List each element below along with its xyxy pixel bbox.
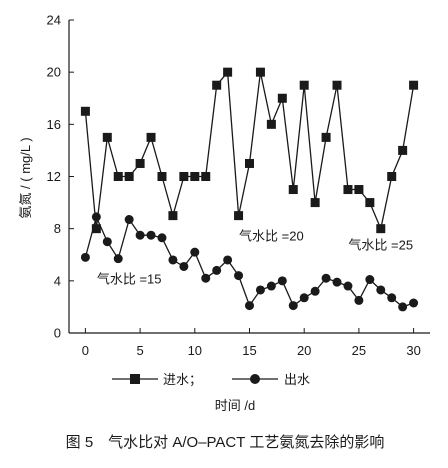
y-tick-label: 20: [47, 65, 61, 80]
legend-label-influent: 进水；: [163, 372, 202, 388]
y-tick-label: 4: [54, 273, 61, 288]
x-axis-title: 时间 /d: [215, 398, 255, 413]
x-tick-label: 15: [242, 343, 256, 358]
y-tick-label: 0: [54, 326, 61, 341]
data-point-influent: [157, 172, 167, 181]
x-tick-label: 30: [406, 343, 420, 358]
data-point-effluent: [332, 277, 342, 287]
data-point-influent: [245, 158, 254, 168]
data-point-effluent: [102, 237, 112, 247]
y-axis-title: 氨氮 / ( mg/L ): [18, 137, 33, 218]
data-point-influent: [124, 172, 134, 181]
data-point-influent: [310, 198, 320, 208]
data-point-influent: [255, 67, 265, 77]
data-point-effluent: [310, 286, 320, 296]
data-point-influent: [409, 80, 419, 90]
annotation-label: 气水比 =15: [97, 271, 162, 286]
data-point-influent: [332, 80, 342, 90]
data-point-influent: [343, 185, 353, 195]
data-point-influent: [288, 185, 298, 195]
legend: 进水； 出水: [112, 372, 310, 388]
data-point-effluent: [179, 261, 189, 271]
data-point-influent: [168, 211, 178, 221]
data-point-influent: [135, 158, 145, 168]
data-point-influent: [212, 80, 222, 90]
y-tick-label: 24: [47, 13, 61, 28]
x-tick-label: 5: [136, 343, 143, 358]
data-point-influent: [365, 198, 375, 208]
data-point-influent: [354, 185, 364, 195]
data-point-effluent: [266, 281, 276, 291]
y-tick-label: 16: [47, 117, 61, 132]
data-point-influent: [321, 132, 331, 142]
data-point-effluent: [212, 265, 222, 275]
data-point-effluent: [190, 247, 200, 257]
legend-label-effluent: 出水: [284, 372, 310, 387]
data-point-effluent: [223, 255, 233, 265]
data-point-influent: [80, 106, 90, 116]
data-point-influent: [146, 132, 156, 142]
y-axis-ticks: 0 4 8 12 16 20 24: [47, 13, 74, 341]
data-point-effluent: [354, 295, 364, 305]
data-point-effluent: [255, 285, 265, 295]
data-point-influent: [387, 172, 397, 181]
figure-caption: 图 5 气水比对 A/O–PACT 工艺氨氮去除的影响: [66, 434, 385, 451]
data-point-effluent: [343, 281, 353, 291]
data-point-influent: [179, 172, 189, 181]
data-point-effluent: [135, 230, 145, 240]
data-point-effluent: [398, 302, 408, 312]
data-point-effluent: [288, 301, 298, 311]
data-point-effluent: [365, 275, 375, 285]
data-point-influent: [234, 211, 244, 221]
data-point-effluent: [234, 271, 244, 281]
data-point-effluent: [124, 215, 134, 225]
x-tick-label: 25: [352, 343, 366, 358]
y-tick-label: 8: [54, 221, 61, 236]
x-tick-label: 20: [297, 343, 311, 358]
y-tick-label: 12: [47, 169, 61, 184]
data-point-influent: [113, 172, 123, 181]
data-point-effluent: [157, 233, 167, 243]
annotation-layer: 气水比 =15 气水比 =20 气水比 =25: [97, 228, 413, 286]
data-point-influent: [376, 224, 386, 234]
data-point-effluent: [277, 276, 287, 286]
legend-marker-influent: [130, 374, 140, 384]
series-layer: [80, 67, 419, 312]
data-point-effluent: [387, 293, 397, 303]
series-line-influent: [84, 70, 415, 231]
x-axis-ticks: 0 5 10 15 20 25 30: [82, 328, 421, 358]
data-point-influent: [102, 132, 112, 142]
data-point-influent: [299, 80, 309, 90]
data-point-influent: [91, 224, 101, 234]
data-point-influent: [277, 93, 287, 103]
data-point-influent: [266, 119, 276, 129]
data-point-effluent: [201, 273, 211, 283]
data-point-effluent: [321, 273, 331, 283]
data-point-influent: [223, 67, 233, 77]
data-point-effluent: [146, 230, 156, 240]
data-point-effluent: [299, 293, 309, 303]
data-point-effluent: [168, 255, 178, 265]
data-point-effluent: [80, 252, 90, 262]
x-tick-label: 0: [82, 343, 89, 358]
data-point-influent: [398, 145, 408, 155]
annotation-label: 气水比 =20: [239, 228, 304, 243]
data-point-effluent: [113, 254, 123, 264]
data-point-effluent: [91, 212, 101, 222]
data-point-effluent: [245, 301, 254, 311]
data-point-influent: [201, 172, 211, 181]
x-tick-label: 10: [188, 343, 202, 358]
legend-marker-effluent: [250, 374, 260, 384]
data-point-effluent: [409, 298, 419, 308]
annotation-label: 气水比 =25: [348, 238, 413, 253]
data-point-influent: [190, 172, 200, 181]
data-point-effluent: [376, 285, 386, 295]
